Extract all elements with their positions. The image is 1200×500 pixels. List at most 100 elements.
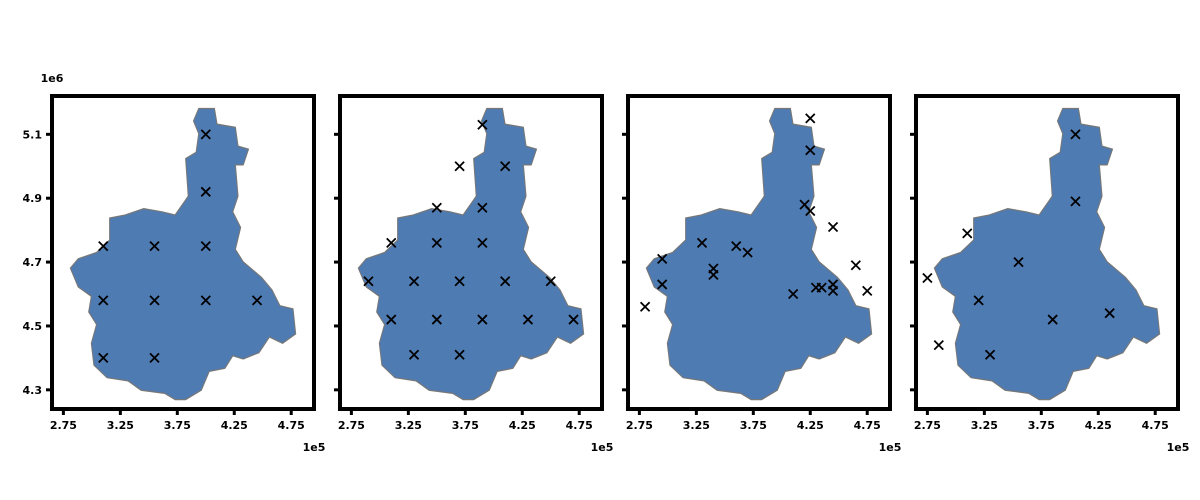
data-point <box>1047 314 1058 325</box>
data-point <box>805 145 816 156</box>
y-tick-label: 4.7 <box>23 256 43 269</box>
data-point <box>431 237 442 249</box>
data-point <box>742 247 753 258</box>
data-point <box>408 349 420 360</box>
x-tick-label: 4.25 <box>1085 419 1112 432</box>
panel-4: 2.75 3.25 3.75 4.25 4.75 1e5 <box>910 96 1189 454</box>
x-tick-label: 3.75 <box>740 419 767 432</box>
region-map <box>934 109 1159 400</box>
x-tick-label: 4.75 <box>566 419 593 432</box>
data-point <box>973 295 984 306</box>
data-point <box>98 295 109 306</box>
data-point <box>200 186 211 197</box>
x-tick-label: 3.75 <box>164 419 191 432</box>
data-point <box>477 314 488 325</box>
data-point <box>363 276 374 287</box>
data-point <box>568 314 579 325</box>
data-point <box>408 276 420 287</box>
x-tick-label: 2.75 <box>626 419 653 432</box>
data-point <box>149 240 160 252</box>
data-point <box>477 237 488 249</box>
data-point <box>431 202 442 213</box>
data-point <box>1104 308 1115 319</box>
data-point <box>454 276 465 287</box>
x-tick-label: 4.25 <box>797 419 824 432</box>
data-point <box>933 339 944 351</box>
data-point <box>984 349 996 360</box>
panel-2: 2.75 3.25 3.75 4.25 4.75 1e5 <box>334 96 613 454</box>
x-tick-label: 4.75 <box>278 419 305 432</box>
data-point <box>454 161 465 172</box>
y-tick-label: 4.3 <box>23 384 43 397</box>
x-tick-label: 3.25 <box>395 419 422 432</box>
data-point <box>962 228 973 239</box>
x-axis-unit: 1e5 <box>591 441 614 454</box>
x-axis-unit: 1e5 <box>303 441 326 454</box>
x-tick-label: 2.75 <box>338 419 365 432</box>
data-point <box>98 240 109 252</box>
data-point <box>862 285 873 296</box>
axes-frame <box>626 94 892 411</box>
data-point <box>477 119 488 130</box>
data-point <box>816 282 827 293</box>
x-tick-label: 2.75 <box>914 419 941 432</box>
y-tick-label: 5.1 <box>23 128 43 141</box>
region-map <box>358 109 583 400</box>
y-tick-label: 4.9 <box>23 192 43 205</box>
panel-1: 2.75 3.25 3.75 4.25 4.75 1e5 4.3 4.5 4.7 4.9 5.1 <box>23 96 326 454</box>
x-tick-label: 3.75 <box>1028 419 1055 432</box>
x-tick-label: 4.75 <box>854 419 881 432</box>
data-point <box>200 295 211 306</box>
data-point <box>1013 256 1024 268</box>
data-point <box>1070 196 1081 207</box>
data-point <box>149 352 160 364</box>
data-point <box>657 279 668 290</box>
data-point <box>454 349 465 360</box>
data-point <box>98 352 109 364</box>
data-point <box>545 276 556 287</box>
data-point <box>386 237 397 249</box>
data-point <box>500 276 511 287</box>
data-point <box>200 129 211 140</box>
x-tick-label: 4.25 <box>221 419 248 432</box>
data-point <box>805 205 816 217</box>
axes-frame <box>914 94 1180 411</box>
data-point <box>500 161 511 172</box>
data-point <box>788 288 799 300</box>
data-point <box>386 314 397 325</box>
axes-frame <box>50 94 316 411</box>
x-tick-label: 3.75 <box>452 419 479 432</box>
x-tick-label: 2.75 <box>50 419 77 432</box>
data-point <box>805 113 816 124</box>
y-axis-unit: 1e6 <box>41 72 64 85</box>
x-tick-label: 4.75 <box>1142 419 1169 432</box>
x-tick-label: 4.25 <box>509 419 536 432</box>
data-point <box>922 272 933 284</box>
y-tick-label: 4.5 <box>23 320 43 333</box>
data-point <box>251 295 263 306</box>
x-tick-label: 3.25 <box>683 419 710 432</box>
data-point <box>708 269 719 280</box>
data-point <box>696 237 708 249</box>
x-axis-unit: 1e5 <box>1167 441 1190 454</box>
data-point <box>657 253 668 265</box>
data-point <box>827 221 839 233</box>
data-point <box>200 240 211 252</box>
panel-3: 2.75 3.25 3.75 4.25 4.75 1e5 <box>622 96 901 454</box>
region-map <box>646 109 871 400</box>
data-point <box>431 314 442 325</box>
x-tick-label: 3.25 <box>971 419 998 432</box>
data-point <box>1070 129 1081 140</box>
x-tick-label: 3.25 <box>107 419 134 432</box>
data-point <box>639 301 651 312</box>
data-point <box>149 295 160 306</box>
data-point <box>477 202 488 213</box>
data-point <box>850 260 861 271</box>
x-axis-unit: 1e5 <box>879 441 902 454</box>
axes-frame <box>338 94 604 411</box>
data-point <box>827 285 839 296</box>
data-point <box>731 240 742 252</box>
data-point <box>522 314 534 325</box>
